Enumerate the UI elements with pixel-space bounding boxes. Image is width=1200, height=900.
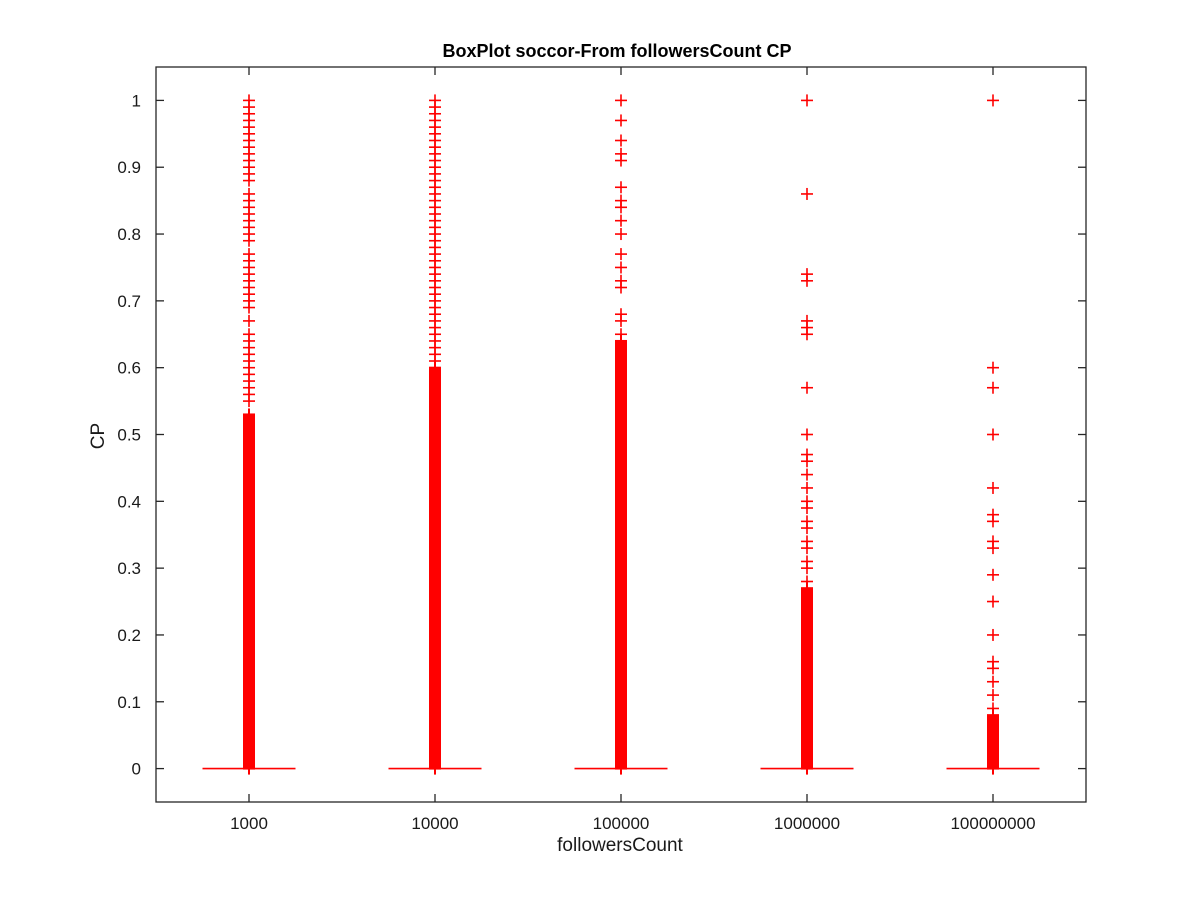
outlier-dense-stem xyxy=(248,455,250,775)
outlier-point xyxy=(243,94,255,107)
outlier-point xyxy=(615,181,627,194)
outlier-dense-stem xyxy=(992,749,994,775)
box-1000000 xyxy=(760,94,854,775)
outlier-point xyxy=(987,428,999,441)
outlier-point xyxy=(615,94,627,107)
outlier-dense-stem xyxy=(992,709,994,762)
box-100000 xyxy=(574,94,668,775)
outlier-point xyxy=(615,308,627,321)
outlier-point xyxy=(987,702,999,715)
outlier-dense-stem xyxy=(620,334,622,548)
outlier-point xyxy=(801,495,813,508)
y-tick-label: 0.3 xyxy=(117,559,141,578)
y-tick-label: 0.4 xyxy=(117,492,141,511)
box-100000000 xyxy=(946,94,1040,775)
y-tick-label: 0.8 xyxy=(117,225,141,244)
box-1000 xyxy=(202,94,296,775)
outlier-point xyxy=(987,568,999,581)
outlier-point xyxy=(987,655,999,668)
outlier-point xyxy=(615,194,627,207)
outlier-point xyxy=(615,134,627,147)
x-tick-label: 10000 xyxy=(411,814,458,833)
outlier-point xyxy=(801,515,813,528)
outlier-point xyxy=(801,535,813,548)
outlier-dense-stem xyxy=(434,361,436,494)
outlier-point xyxy=(801,314,813,327)
outlier-point xyxy=(429,94,441,107)
x-axis: 1000 10000 100000 1000000 100000000 xyxy=(230,67,1036,833)
outlier-point xyxy=(615,248,627,261)
y-axis: 0 0.1 0.2 0.3 0.4 0.5 0.6 0.7 0.8 0.9 1 xyxy=(117,91,1086,779)
outlier-dense-stem xyxy=(434,481,436,775)
outlier-point xyxy=(801,268,813,281)
outlier-point xyxy=(801,555,813,568)
outlier-point xyxy=(615,147,627,160)
outlier-point xyxy=(615,261,627,274)
outlier-point xyxy=(801,428,813,441)
y-tick-label: 0.6 xyxy=(117,359,141,378)
outlier-dense-stem xyxy=(806,669,808,775)
outlier-point xyxy=(243,187,255,200)
y-tick-label: 1 xyxy=(132,91,141,110)
outlier-point xyxy=(987,508,999,521)
y-tick-label: 0.5 xyxy=(117,426,141,445)
outlier-dense-stem xyxy=(620,535,622,775)
outlier-point xyxy=(243,328,255,341)
outlier-point xyxy=(987,675,999,688)
outlier-point xyxy=(615,228,627,241)
outlier-point xyxy=(801,187,813,200)
y-axis-title: CP xyxy=(88,423,109,449)
outlier-point xyxy=(801,481,813,494)
outlier-point xyxy=(987,628,999,641)
x-axis-title: followersCount xyxy=(557,835,683,856)
outlier-point xyxy=(801,94,813,107)
y-tick-label: 0.1 xyxy=(117,693,141,712)
outlier-point xyxy=(615,114,627,127)
outlier-point xyxy=(987,595,999,608)
outlier-point xyxy=(615,328,627,341)
x-tick-label: 1000000 xyxy=(774,814,840,833)
y-tick-label: 0.2 xyxy=(117,626,141,645)
marks-layer xyxy=(202,94,1040,775)
outlier-point xyxy=(243,314,255,327)
outlier-point xyxy=(615,274,627,287)
y-tick-label: 0.7 xyxy=(117,292,141,311)
outlier-point xyxy=(801,381,813,394)
outlier-dense-stem xyxy=(806,582,808,682)
outlier-point xyxy=(987,94,999,107)
outlier-point xyxy=(987,535,999,548)
x-tick-label: 100000000 xyxy=(950,814,1035,833)
x-tick-label: 1000 xyxy=(230,814,268,833)
outlier-dense-stem xyxy=(248,408,250,468)
outlier-point xyxy=(987,689,999,702)
outlier-point xyxy=(243,248,255,261)
outlier-point xyxy=(615,214,627,227)
outlier-point xyxy=(801,468,813,481)
outlier-point xyxy=(987,481,999,494)
outlier-point xyxy=(801,575,813,588)
box-10000 xyxy=(388,94,482,775)
y-tick-label: 0.9 xyxy=(117,158,141,177)
y-tick-label: 0 xyxy=(132,760,141,779)
outlier-point xyxy=(987,361,999,374)
x-tick-label: 100000 xyxy=(593,814,650,833)
outlier-point xyxy=(801,448,813,461)
chart-title: BoxPlot soccor-From followersCount CP xyxy=(442,41,791,61)
outlier-point xyxy=(987,381,999,394)
